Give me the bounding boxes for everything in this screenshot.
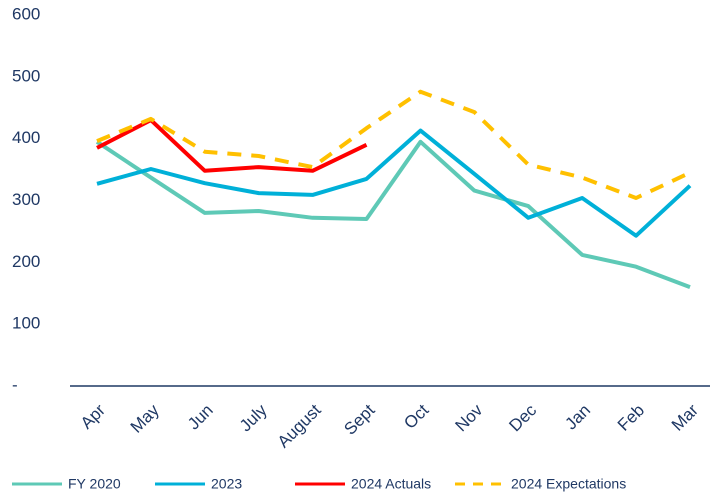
x-tick-label: July — [236, 400, 271, 435]
x-tick-label: Feb — [614, 401, 648, 435]
y-tick-label: 100 — [12, 314, 40, 333]
legend-label: 2024 Actuals — [351, 476, 431, 492]
x-tick-label: Nov — [452, 400, 487, 435]
y-tick-label: - — [12, 375, 18, 394]
y-tick-label: 300 — [12, 190, 40, 209]
series-line — [96, 118, 368, 173]
x-tick-label: Jun — [184, 401, 217, 434]
legend-label: 2024 Expectations — [511, 476, 626, 492]
x-tick-label: August — [274, 400, 325, 451]
x-tick-label: May — [127, 400, 163, 436]
y-tick-label: 400 — [12, 128, 40, 147]
y-tick-label: 500 — [12, 66, 40, 85]
series-line — [96, 128, 692, 238]
y-tick-label: 600 — [12, 4, 40, 23]
series-line — [95, 139, 691, 289]
y-tick-label: 200 — [12, 252, 40, 271]
x-tick-label: Sept — [340, 400, 378, 438]
legend-label: FY 2020 — [68, 476, 121, 492]
x-tick-label: Dec — [505, 400, 540, 435]
legend-label: 2023 — [211, 476, 242, 492]
x-tick-label: Jan — [561, 401, 594, 434]
series-line — [96, 89, 691, 200]
x-tick-label: Oct — [400, 400, 432, 432]
x-tick-label: Apr — [77, 400, 109, 432]
x-tick-label: Mar — [668, 400, 702, 434]
